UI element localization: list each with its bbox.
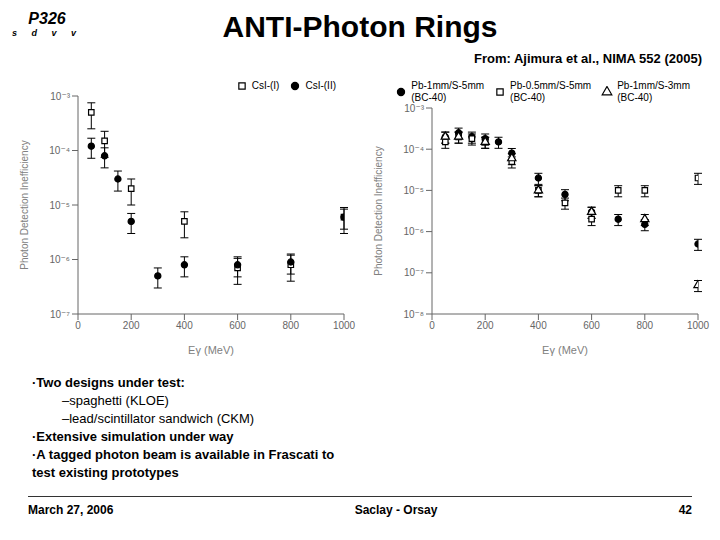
svg-text:200: 200 xyxy=(477,320,494,331)
svg-text:10⁻⁴: 10⁻⁴ xyxy=(403,144,424,155)
svg-text:10⁻⁶: 10⁻⁶ xyxy=(49,254,70,265)
svg-text:Eγ (MeV): Eγ (MeV) xyxy=(188,344,234,356)
html-text:·Two designs under test:: ·Two designs under test: xyxy=(32,375,185,390)
html-text:test existing prototypes: test existing prototypes xyxy=(32,465,179,480)
html-text:Pb-1mm/S-3mm (BC-40): Pb-1mm/S-3mm (BC-40) xyxy=(617,80,690,103)
html-text:·Extensive simulation under wa: ·Extensive simulation under way xyxy=(32,429,234,444)
svg-text:Eγ (MeV): Eγ (MeV) xyxy=(542,344,588,356)
svg-text:10⁻⁷: 10⁻⁷ xyxy=(404,267,424,278)
svg-text:800: 800 xyxy=(636,320,653,331)
svg-text:10⁻⁴: 10⁻⁴ xyxy=(49,145,70,156)
svg-text:1000: 1000 xyxy=(687,320,710,331)
svg-text:10⁻⁷: 10⁻⁷ xyxy=(50,309,70,320)
svg-text:600: 600 xyxy=(229,320,246,331)
svg-text:0: 0 xyxy=(429,320,435,331)
svg-text:10⁻³: 10⁻³ xyxy=(404,103,424,114)
html-text:s d v v: s d v v xyxy=(12,28,82,38)
html-text:From: Ajimura et al., NIMA 552: From: Ajimura et al., NIMA 552 (2005) xyxy=(474,51,702,66)
svg-text:10⁻⁵: 10⁻⁵ xyxy=(49,200,70,211)
svg-text:0: 0 xyxy=(75,320,81,331)
svg-text:600: 600 xyxy=(583,320,600,331)
svg-text:10⁻⁵: 10⁻⁵ xyxy=(403,185,424,196)
html-text:CsI-(I): CsI-(I) xyxy=(251,80,280,91)
html-text:Pb-1mm/S-5mm (BC-40): Pb-1mm/S-5mm (BC-40) xyxy=(411,80,485,103)
html-text:ANTI-Photon Rings: ANTI-Photon Rings xyxy=(222,10,498,43)
svg-text:Photon Detection Inefficiency: Photon Detection Inefficiency xyxy=(373,146,384,275)
svg-text:400: 400 xyxy=(176,320,193,331)
svg-text:1000: 1000 xyxy=(333,320,356,331)
html-text:CsI-(II): CsI-(II) xyxy=(305,80,336,91)
html-text:–spaghetti (KLOE): –spaghetti (KLOE) xyxy=(62,393,169,408)
html-text:Saclay - Orsay: Saclay - Orsay xyxy=(354,503,438,517)
html-text:March 27, 2006: March 27, 2006 xyxy=(28,503,114,517)
html-text:·A tagged photon beam is avail: ·A tagged photon beam is available in Fr… xyxy=(32,447,335,462)
svg-text:Photon Detection Inefficiency: Photon Detection Inefficiency xyxy=(19,140,30,269)
html-text:42: 42 xyxy=(678,503,692,517)
svg-text:200: 200 xyxy=(123,320,140,331)
svg-text:10⁻⁸: 10⁻⁸ xyxy=(403,309,424,320)
html-text:–lead/scintillator sandwich (C: –lead/scintillator sandwich (CKM) xyxy=(62,411,255,426)
html-text:P326: P326 xyxy=(28,10,66,27)
svg-text:400: 400 xyxy=(530,320,547,331)
html-text:Pb-0.5mm/S-5mm (BC-40): Pb-0.5mm/S-5mm (BC-40) xyxy=(510,80,592,103)
svg-text:10⁻⁶: 10⁻⁶ xyxy=(403,226,424,237)
svg-text:10⁻³: 10⁻³ xyxy=(50,91,70,102)
svg-text:800: 800 xyxy=(282,320,299,331)
